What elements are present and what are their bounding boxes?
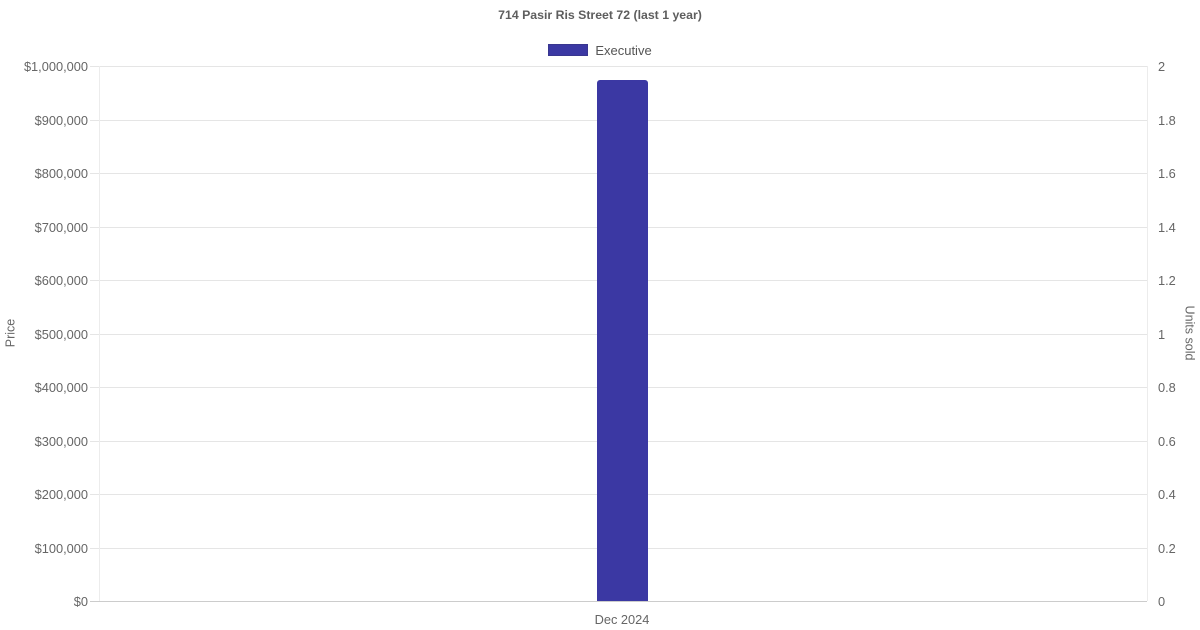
svg-text:Price: Price [3, 319, 17, 348]
svg-text:Units sold: Units sold [1183, 306, 1197, 361]
